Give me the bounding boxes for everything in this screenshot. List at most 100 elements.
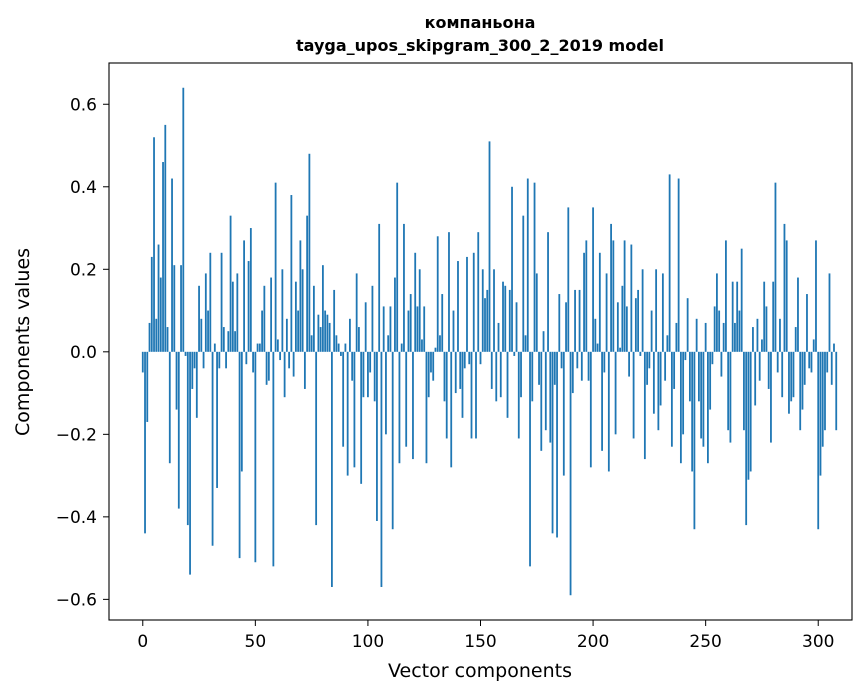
bar [423, 306, 426, 352]
y-tick-label: −0.4 [56, 508, 97, 528]
bar [472, 252, 475, 352]
bar [466, 256, 468, 352]
bar [281, 269, 284, 352]
bar [457, 261, 459, 352]
bar [734, 322, 736, 352]
bar [421, 339, 423, 352]
bar [524, 335, 527, 352]
bar [542, 331, 545, 352]
bar-series [141, 87, 838, 596]
bar [373, 351, 376, 402]
bar [562, 351, 565, 476]
bar [258, 343, 261, 352]
bar [157, 244, 160, 352]
bar [247, 261, 250, 352]
bar [240, 351, 243, 472]
bar [236, 273, 239, 352]
bar [234, 331, 236, 352]
bar [288, 351, 291, 369]
bar [407, 310, 410, 352]
bar [637, 289, 640, 352]
bar [220, 252, 223, 352]
bar [639, 351, 642, 356]
bar [601, 351, 603, 451]
bar [216, 351, 218, 488]
x-tick-label: 150 [464, 632, 496, 652]
y-axis-label: Components values [12, 248, 34, 436]
bar [709, 351, 712, 410]
bar [772, 281, 775, 352]
bar [499, 351, 502, 398]
bar [430, 351, 432, 373]
bar [369, 351, 372, 373]
bar [612, 240, 615, 352]
bar [745, 351, 748, 526]
bar [776, 351, 779, 373]
bar [806, 294, 808, 352]
bar [720, 351, 723, 377]
bar [659, 351, 662, 406]
bar [238, 351, 241, 559]
bar [675, 322, 678, 352]
bar [184, 351, 187, 356]
bar [463, 351, 466, 369]
bar [808, 351, 811, 369]
bar [301, 269, 304, 352]
bar [432, 351, 435, 381]
bar [195, 351, 198, 418]
y-tick-label: 0.0 [70, 343, 97, 363]
bar [722, 322, 725, 352]
bar [567, 207, 570, 352]
bar [598, 252, 601, 352]
bar [477, 232, 480, 352]
bar [355, 273, 358, 352]
bar [252, 351, 254, 373]
bar [303, 351, 306, 389]
bar [697, 351, 700, 402]
bar [666, 335, 669, 352]
bar [585, 240, 588, 352]
bar [657, 351, 660, 431]
x-axis-label: Vector components [388, 660, 572, 682]
bar [592, 207, 594, 352]
bar [470, 351, 473, 439]
bar [434, 347, 437, 352]
bar [454, 351, 457, 394]
bar [824, 351, 826, 431]
bar [783, 223, 786, 352]
bar [225, 351, 227, 369]
bar [324, 310, 327, 352]
bar [193, 351, 196, 369]
bar [803, 351, 806, 385]
bar [144, 351, 146, 534]
bar [711, 351, 714, 365]
bar [781, 351, 784, 398]
bar [621, 285, 624, 352]
bar [439, 335, 441, 352]
bar [486, 289, 489, 352]
bar [770, 351, 772, 443]
bar [531, 351, 534, 402]
bar [436, 236, 439, 352]
bar [565, 302, 567, 352]
bar [340, 351, 342, 356]
bar [353, 351, 356, 468]
bar [261, 310, 264, 352]
x-tick-label: 50 [245, 632, 267, 652]
bar [272, 351, 275, 567]
bar [290, 195, 293, 352]
bar [263, 285, 266, 352]
bar [533, 182, 536, 352]
bar [389, 306, 392, 352]
bar [321, 265, 324, 352]
bar [326, 314, 329, 352]
bar [319, 327, 322, 352]
bar [616, 302, 619, 352]
bar [761, 339, 763, 352]
bar [731, 281, 734, 352]
bar [628, 351, 631, 377]
bar [186, 351, 189, 526]
bar [594, 318, 597, 352]
y-axis: −0.6 −0.4 −0.2 0.0 0.2 0.4 0.6 [56, 95, 109, 610]
bar [148, 322, 151, 352]
